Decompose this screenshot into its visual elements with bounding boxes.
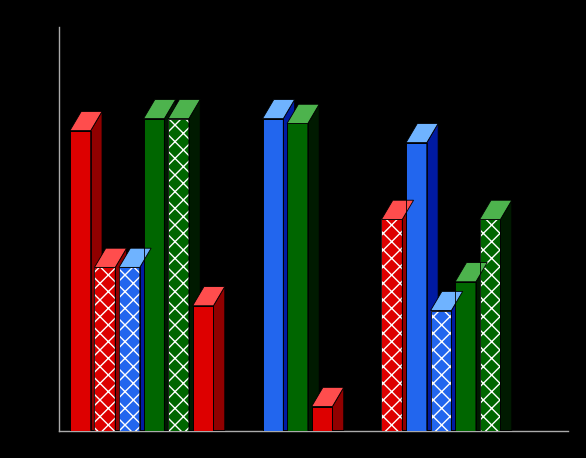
Polygon shape — [500, 200, 512, 431]
Polygon shape — [427, 124, 438, 431]
Polygon shape — [168, 99, 200, 119]
Polygon shape — [70, 111, 102, 131]
Polygon shape — [140, 248, 151, 431]
Polygon shape — [94, 248, 127, 267]
Polygon shape — [381, 200, 414, 219]
Polygon shape — [480, 200, 512, 219]
Polygon shape — [312, 387, 344, 407]
Bar — [144, 119, 164, 431]
Bar — [119, 267, 140, 431]
Polygon shape — [431, 291, 463, 311]
Bar — [480, 219, 500, 431]
Bar — [381, 219, 402, 431]
Polygon shape — [406, 124, 438, 142]
Bar — [263, 119, 283, 431]
Polygon shape — [115, 248, 127, 431]
Polygon shape — [144, 99, 176, 119]
Bar — [119, 267, 140, 431]
Bar — [94, 267, 115, 431]
Polygon shape — [332, 387, 344, 431]
Bar — [312, 407, 332, 431]
Polygon shape — [164, 99, 176, 431]
Bar — [406, 142, 427, 431]
Bar — [193, 306, 213, 431]
Polygon shape — [308, 104, 319, 431]
Bar — [381, 219, 402, 431]
Bar — [455, 282, 476, 431]
Polygon shape — [451, 291, 463, 431]
Polygon shape — [287, 104, 319, 124]
Bar — [312, 407, 332, 431]
Bar — [70, 131, 91, 431]
Polygon shape — [193, 287, 225, 306]
Bar — [455, 282, 476, 431]
Polygon shape — [402, 200, 414, 431]
Polygon shape — [189, 99, 200, 431]
Bar — [431, 311, 451, 431]
Bar — [480, 219, 500, 431]
Bar — [193, 306, 213, 431]
Bar — [94, 267, 115, 431]
Bar — [144, 119, 164, 431]
Polygon shape — [283, 99, 295, 431]
Polygon shape — [119, 248, 151, 267]
Bar — [70, 131, 91, 431]
Polygon shape — [91, 111, 102, 431]
Bar — [168, 119, 189, 431]
Bar — [168, 119, 189, 431]
Bar — [263, 119, 283, 431]
Bar — [406, 142, 427, 431]
Polygon shape — [455, 262, 487, 282]
Bar — [287, 124, 308, 431]
Polygon shape — [263, 99, 295, 119]
Bar — [431, 311, 451, 431]
Bar — [287, 124, 308, 431]
Polygon shape — [476, 262, 487, 431]
Polygon shape — [213, 287, 225, 431]
